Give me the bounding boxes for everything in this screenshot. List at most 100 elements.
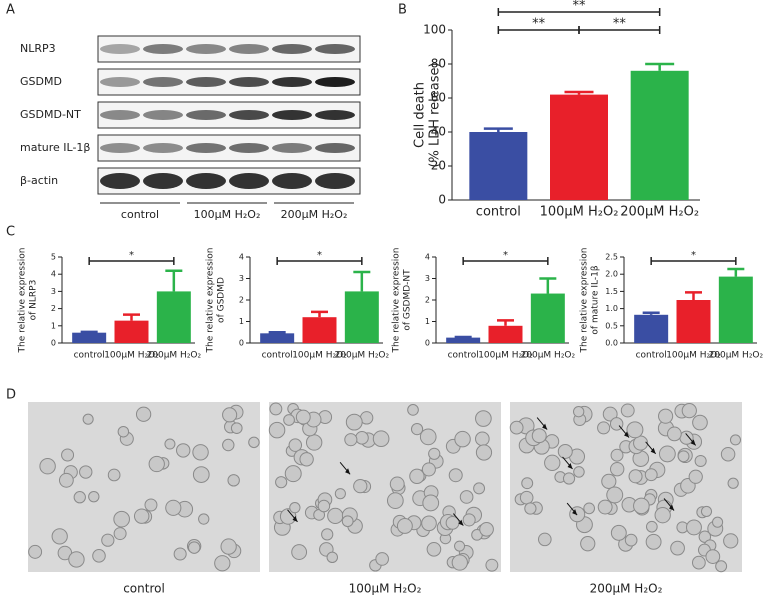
cell	[645, 533, 662, 550]
cell	[712, 516, 724, 528]
y-tick-label: 0	[438, 193, 446, 207]
x-tick-label: 100μM H₂O₂	[666, 351, 721, 361]
significance-label: **	[613, 17, 627, 32]
y-axis-label: of GSDMD-NT	[403, 269, 413, 331]
cell	[372, 430, 390, 448]
cell	[531, 428, 547, 444]
cell	[344, 433, 358, 447]
cell	[220, 538, 237, 555]
blot-band	[272, 77, 312, 87]
blot-band	[100, 173, 140, 189]
cell	[101, 533, 115, 547]
bar	[634, 314, 669, 343]
cell	[694, 454, 707, 468]
cell	[107, 468, 121, 482]
significance-label: **	[532, 17, 546, 32]
x-tick-label: 200μM H₂O₂	[335, 351, 390, 361]
y-tick-label: 0.0	[605, 339, 618, 348]
y-tick-label: 0	[239, 339, 244, 348]
cell	[601, 473, 617, 489]
y-tick-label: 1	[51, 321, 56, 330]
cell	[562, 472, 576, 485]
blot-band	[315, 173, 355, 189]
x-tick-label: 200μM H₂O₂	[147, 351, 202, 361]
y-tick-label: 0	[51, 339, 56, 348]
cell	[291, 544, 308, 561]
blot-label: GSDMD-NT	[20, 108, 81, 121]
y-tick-label: 3	[425, 274, 430, 283]
cell	[389, 476, 405, 492]
blot-label: mature IL-1β	[20, 141, 90, 154]
cell	[222, 407, 238, 423]
cell	[462, 513, 476, 527]
blot-band	[186, 44, 226, 54]
y-tick-label: 20	[431, 159, 446, 173]
cell	[117, 425, 130, 438]
x-tick-label: 100μM H₂O₂	[540, 205, 619, 220]
cell	[479, 521, 494, 537]
cell	[670, 540, 685, 556]
blot-band	[272, 44, 312, 54]
cell	[727, 477, 739, 489]
cell	[68, 551, 85, 568]
cell	[473, 482, 486, 495]
cell	[729, 434, 742, 446]
cell	[419, 428, 437, 446]
panel-letter: D	[6, 388, 16, 403]
cell	[407, 404, 419, 416]
cell	[248, 436, 260, 449]
arrow-head	[458, 519, 464, 526]
x-tick-label: control	[262, 351, 293, 361]
blot-band	[143, 44, 183, 54]
cell	[624, 533, 638, 547]
cell	[644, 468, 658, 482]
micrograph-label: 100μM H₂O₂	[349, 582, 422, 596]
cell	[353, 478, 368, 494]
panel-letter: A	[6, 3, 15, 18]
cell	[88, 491, 100, 503]
cell	[230, 422, 243, 434]
cell	[288, 438, 303, 452]
cell	[658, 445, 676, 463]
cell	[509, 420, 524, 435]
y-axis-label: (% LDH release)	[428, 62, 443, 167]
blot-band	[229, 173, 269, 189]
y-tick-label: 4	[51, 270, 56, 279]
bar	[260, 333, 295, 343]
cell	[519, 490, 534, 505]
significance-label: *	[691, 250, 696, 261]
cell	[305, 434, 323, 451]
y-tick-label: 2.5	[605, 253, 618, 262]
bar	[114, 320, 149, 343]
cell	[173, 547, 187, 561]
cell	[227, 474, 240, 487]
blot-band	[143, 110, 183, 120]
cell	[144, 498, 158, 512]
cell	[459, 490, 474, 504]
bar	[156, 291, 191, 343]
bar	[488, 325, 523, 343]
cell	[375, 552, 389, 566]
cell	[386, 492, 404, 509]
micrograph-label: 200μM H₂O₂	[590, 582, 663, 596]
cell	[113, 510, 130, 528]
cell	[284, 465, 302, 483]
y-tick-label: 3	[51, 287, 56, 296]
cell	[475, 431, 490, 447]
significance-label: *	[317, 250, 322, 261]
cell	[679, 430, 694, 445]
cell	[345, 413, 363, 431]
x-tick-label: control	[476, 205, 521, 220]
cell	[521, 477, 534, 490]
cell	[705, 549, 721, 564]
cell	[79, 465, 93, 479]
group-label: 100μM H₂O₂	[194, 208, 261, 221]
cell	[658, 408, 674, 424]
cell	[720, 446, 736, 462]
cell	[573, 406, 585, 418]
cell	[421, 515, 437, 532]
blot-label: NLRP3	[20, 42, 56, 55]
arrow-head	[650, 447, 656, 454]
blot-band	[186, 173, 226, 189]
